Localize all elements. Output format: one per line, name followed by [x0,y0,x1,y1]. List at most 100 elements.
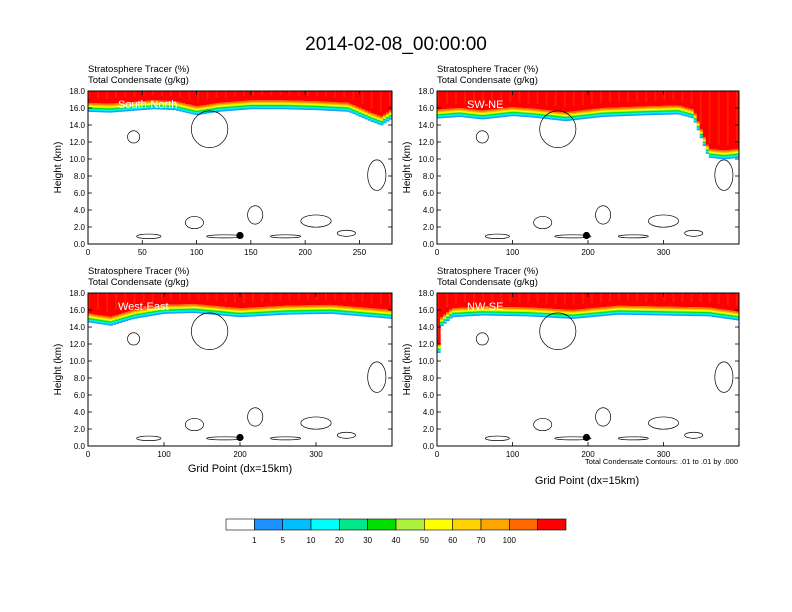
tracer-band-cell [303,308,308,311]
tracer-band-cell [636,109,640,111]
tracer-band-cell [636,308,640,310]
tracer-band-cell [319,108,323,110]
y-tick-label: 6.0 [74,391,86,400]
tracer-band-cell [112,111,116,113]
tracer-band-cell [575,309,580,311]
tracer-band-cell [294,313,299,315]
tracer-band-cell [491,111,495,113]
tracer-band-cell [160,108,165,110]
tracer-band-cell [142,103,147,105]
tracer-red-cell [258,91,262,101]
tracer-band-cell [729,153,734,156]
tracer-texture [379,293,382,305]
tracer-band-cell [124,104,129,106]
tracer-band-cell [361,111,366,113]
tracer-band-cell [600,109,604,111]
tracer-band-cell [455,310,459,312]
tracer-band-cell [334,305,338,307]
tracer-band-cell [446,113,450,115]
tracer-band-cell [581,117,586,119]
tracer-band-cell [672,308,677,310]
tracer-band-cell [624,110,628,112]
tracer-red-cell [94,91,98,104]
tracer-band-cell [364,313,369,316]
tracer-texture [726,91,729,145]
tracer-band-cell [455,308,459,310]
tracer-band-cell [672,306,677,309]
tracer-band-cell [449,114,453,116]
tracer-band-cell [288,312,293,314]
tracer-band-cell [243,308,247,311]
tracer-band-cell [373,309,378,311]
tracer-band-cell [103,106,107,108]
tracer-band-cell [349,311,354,313]
tracer-band-cell [224,104,229,107]
tracer-band-cell [681,307,686,310]
tracer-band-cell [91,109,95,112]
tracer-band-cell [443,109,447,111]
tracer-band-cell [603,314,607,316]
panel-south-north: Stratosphere Tracer (%)Total Condensate … [53,64,393,257]
tracer-band-cell [194,305,199,307]
tracer-band-cell [542,311,547,314]
tracer-band-cell [312,107,317,110]
tracer-band-cell [291,310,296,312]
tracer-band-cell [264,308,268,310]
tracer-band-cell [316,106,320,108]
tracer-band-cell [127,106,132,108]
tracer-band-cell [382,311,387,314]
tracer-band-cell [666,312,671,314]
tracer-band-cell [200,112,205,114]
tracer-band-cell [316,306,320,308]
tracer-band-cell [512,313,517,316]
tracer-red-cell [651,91,656,107]
tracer-red-cell [648,91,653,107]
tracer-band-cell [115,321,119,324]
tracer-band-cell [618,310,622,312]
tracer-red-cell [687,293,692,308]
tracer-band-cell [672,109,677,112]
tracer-band-cell [503,307,508,310]
tracer-band-cell [566,117,571,120]
tracer-band-cell [591,116,595,119]
tracer-band-cell [521,109,526,111]
tracer-band-cell [612,306,616,308]
tracer-band-cell [437,347,441,349]
tracer-band-cell [133,109,138,111]
tracer-red-cell [182,293,186,305]
tracer-band-cell [663,310,668,312]
tracer-band-cell [243,311,247,313]
tracer-band-cell [473,314,477,316]
tracer-band-cell [197,108,202,110]
condensate-contour [617,234,649,239]
tracer-band-cell [258,104,262,106]
tracer-band-cell [376,312,381,314]
tracer-band-cell [603,113,607,115]
tracer-band-cell [185,305,189,307]
tracer-band-cell [306,102,311,104]
tracer-band-cell [385,116,390,119]
tracer-band-cell [355,112,360,114]
tracer-texture [124,293,127,308]
tracer-band-cell [340,109,344,111]
tracer-band-cell [358,307,363,309]
tracer-band-cell [554,118,559,121]
tracer-band-cell [584,109,589,112]
tracer-band-cell [669,113,674,115]
tracer-band-cell [491,313,495,315]
tracer-band-cell [382,310,387,312]
tracer-texture [160,91,163,96]
tracer-red-cell [452,293,456,309]
tracer-band-cell [106,322,110,324]
tracer-band-cell [164,310,168,313]
tracer-band-cell [467,111,471,113]
tracer-band-cell [322,106,326,108]
tracer-band-cell [443,316,447,318]
tracer-band-cell [708,312,713,315]
tracer-band-cell [684,112,689,114]
tracer-band-cell [379,118,384,121]
tracer-band-cell [346,108,351,111]
tracer-band-cell [708,308,713,310]
tracer-band-cell [309,308,314,310]
tracer-band-cell [548,117,553,119]
